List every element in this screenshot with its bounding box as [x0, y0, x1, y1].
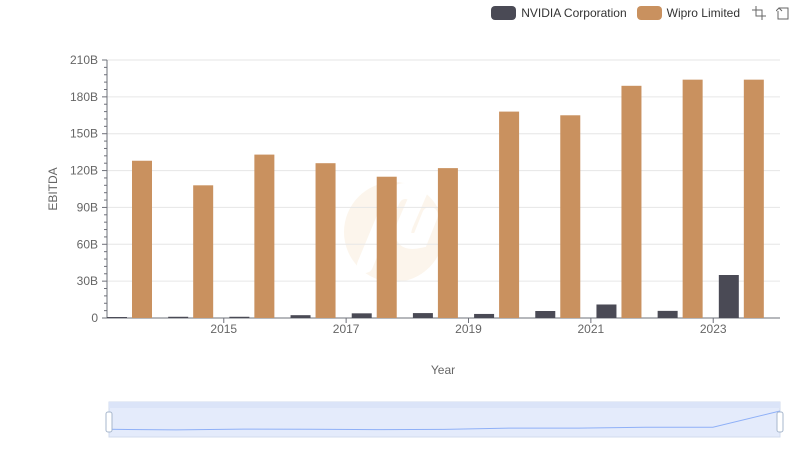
x-axis: 2015 2017 2019 2021 2023	[107, 317, 780, 336]
legend-swatch-wipro	[636, 6, 662, 20]
x-tick-label: 2017	[333, 322, 360, 336]
legend-item-wipro[interactable]: Wipro Limited	[636, 6, 740, 20]
y-tick-label: 150B	[70, 127, 98, 141]
legend-item-nvidia[interactable]: NVIDIA Corporation	[491, 6, 627, 20]
bar-wipro-2015[interactable]	[193, 185, 214, 318]
bar-nvidia-2016[interactable]	[229, 316, 250, 318]
bar-wipro-2017[interactable]	[315, 163, 336, 318]
bar-nvidia-2024[interactable]	[718, 275, 739, 318]
bar-nvidia-2020[interactable]	[474, 313, 495, 318]
bar-wipro-2014[interactable]	[132, 160, 152, 318]
bar-wipro-2018[interactable]	[376, 176, 397, 318]
bar-wipro-2019[interactable]	[437, 168, 458, 318]
slider-handle-right[interactable]	[776, 411, 784, 433]
x-tick-label: 2021	[578, 322, 605, 336]
bar-nvidia-2019[interactable]	[412, 313, 433, 318]
zoom-icon[interactable]	[752, 6, 766, 20]
y-tick-label: 90B	[77, 200, 98, 214]
x-axis-label: Year	[431, 363, 455, 377]
data-zoom-slider[interactable]	[105, 401, 784, 438]
y-tick-label: 0	[91, 311, 98, 325]
y-axis: 0 30B 60B 90B 120B 150B 180B 210B	[70, 53, 108, 325]
bars	[107, 79, 764, 319]
y-tick-label: 60B	[77, 237, 98, 251]
bar-wipro-2020[interactable]	[499, 111, 520, 318]
x-tick-label: 2023	[700, 322, 727, 336]
bar-nvidia-2023[interactable]	[657, 310, 678, 318]
slider-preview-line	[108, 410, 781, 431]
legend-swatch-nvidia	[491, 6, 517, 20]
bar-wipro-2021[interactable]	[560, 115, 581, 319]
y-tick-label: 120B	[70, 164, 98, 178]
x-tick-label: 2015	[210, 322, 237, 336]
legend: NVIDIA Corporation Wipro Limited	[491, 3, 740, 23]
bar-nvidia-2018[interactable]	[351, 313, 372, 318]
restore-icon[interactable]	[776, 6, 790, 20]
toolbox	[752, 6, 790, 20]
bar-nvidia-2017[interactable]	[290, 315, 311, 318]
bar-wipro-2016[interactable]	[254, 154, 275, 318]
bar-wipro-2023[interactable]	[682, 79, 703, 319]
y-tick-label: 30B	[77, 274, 98, 288]
bar-wipro-2024[interactable]	[743, 79, 764, 319]
slider-handle-left[interactable]	[105, 411, 113, 433]
bar-nvidia-2015[interactable]	[168, 316, 189, 318]
bar-nvidia-2021[interactable]	[535, 310, 556, 318]
x-tick-label: 2019	[455, 322, 482, 336]
y-tick-label: 180B	[70, 90, 98, 104]
legend-label-wipro: Wipro Limited	[666, 6, 740, 20]
legend-label-nvidia: NVIDIA Corporation	[521, 6, 627, 20]
y-axis-label: EBITDA	[46, 167, 60, 210]
bar-nvidia-2022[interactable]	[596, 304, 617, 318]
bar-nvidia-2014[interactable]	[107, 317, 127, 318]
slider-top-bar[interactable]	[109, 402, 780, 408]
bar-wipro-2022[interactable]	[621, 85, 642, 318]
y-tick-label: 210B	[70, 53, 98, 67]
